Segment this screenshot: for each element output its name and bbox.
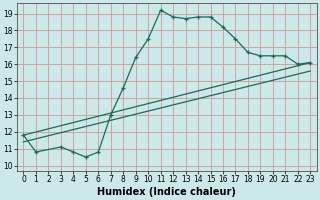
X-axis label: Humidex (Indice chaleur): Humidex (Indice chaleur) bbox=[98, 187, 236, 197]
